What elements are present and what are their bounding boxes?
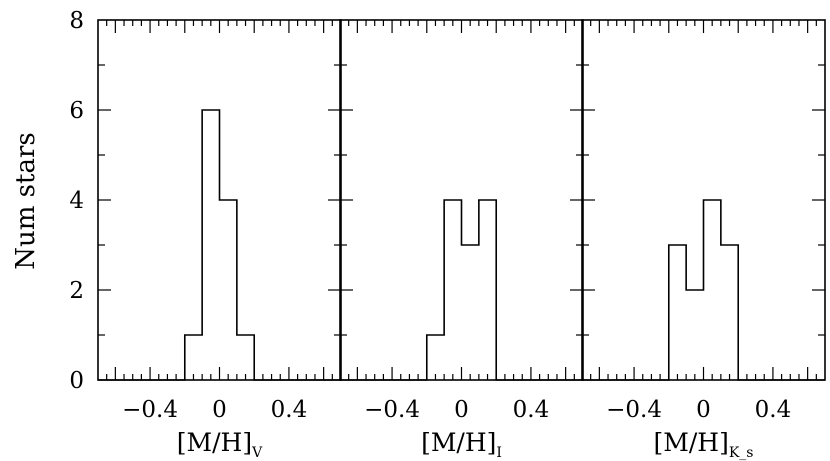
x-axis-label-main: [M/H] [421,428,496,457]
x-axis-label-main: [M/H] [177,428,252,457]
x-tick-label: −0.4 [122,397,178,423]
x-axis-label: [M/H]I [421,428,502,461]
histogram-outline [98,109,341,381]
x-tick-label: 0.4 [271,397,308,423]
x-tick-label: −0.4 [606,397,662,423]
x-tick-label: −0.4 [364,397,420,423]
y-tick-label: 2 [69,278,84,304]
x-axis-label-subscript: K_s [729,445,754,461]
x-axis-label-subscript: I [496,445,502,461]
panel-2: −0.4 0 0.4 [M/H]I [339,19,584,461]
histogram-outline [340,199,583,381]
y-tick-label: 4 [69,188,84,214]
x-tick-label: 0 [454,397,469,423]
y-tick-label: 0 [69,368,84,394]
y-tick-label: 6 [69,98,84,124]
x-axis-label: [M/H]V [177,428,263,461]
x-axis-label-main: [M/H] [654,428,729,457]
y-tick-label: 8 [69,8,84,34]
x-tick-label: 0 [212,397,227,423]
x-axis-label-subscript: V [251,445,263,461]
histogram-outline [582,199,825,381]
x-tick-label: 0.4 [513,397,550,423]
x-tick-label: 0 [696,397,711,423]
x-tick-label: 0.4 [755,397,792,423]
y-axis-label: Num stars [11,132,41,269]
panel-3: −0.4 0 0.4[M/H]K_s [581,19,826,461]
x-axis-label: [M/H]K_s [654,428,754,461]
panel-1: −0.4 0 0.4 [M/H]V 0 2 4 6 8 [69,8,342,461]
